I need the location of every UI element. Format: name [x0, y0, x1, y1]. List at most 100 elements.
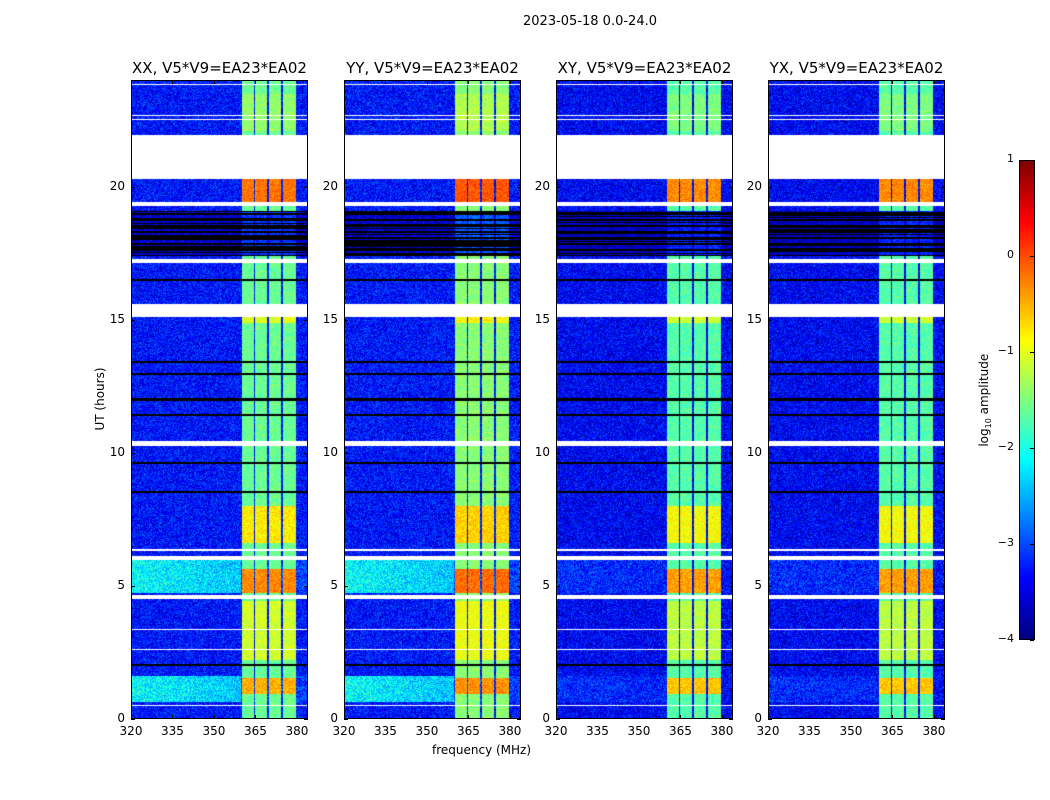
- spectrogram-image: [132, 81, 307, 718]
- y-tick: [344, 319, 348, 321]
- y-tick: [517, 452, 521, 454]
- y-tick: [556, 452, 560, 454]
- y-tick-label: 15: [746, 311, 762, 326]
- colorbar-tick: [1030, 256, 1034, 257]
- y-tick: [131, 319, 135, 321]
- y-tick-label: 5: [754, 577, 762, 592]
- y-tick: [556, 319, 560, 321]
- x-tick: [509, 715, 511, 719]
- x-axis-label: frequency (MHz): [432, 743, 532, 757]
- y-tick-label: 20: [109, 178, 125, 193]
- x-tick-label: 320: [332, 724, 356, 738]
- figure-title: 2023-05-18 0.0-24.0: [523, 14, 657, 29]
- y-tick-label: 10: [534, 444, 550, 459]
- colorbar-tick: [1030, 160, 1034, 161]
- x-tick: [468, 80, 470, 84]
- y-tick: [304, 585, 308, 587]
- x-tick-label: 335: [586, 724, 609, 738]
- x-tick: [850, 715, 852, 719]
- x-tick: [509, 80, 511, 84]
- x-tick: [721, 715, 723, 719]
- x-tick: [131, 80, 132, 84]
- y-tick: [131, 186, 135, 188]
- spectrogram-panel: [344, 80, 521, 719]
- x-tick: [426, 80, 428, 84]
- x-tick: [638, 715, 640, 719]
- y-tick: [556, 719, 560, 720]
- y-tick-label: 5: [330, 577, 338, 592]
- x-tick: [809, 715, 811, 719]
- x-tick: [385, 80, 387, 84]
- y-tick: [131, 585, 135, 587]
- x-tick: [213, 715, 215, 719]
- x-tick-label: 380: [710, 724, 734, 738]
- x-tick: [468, 715, 470, 719]
- colorbar-tick: [1030, 448, 1034, 449]
- x-tick: [597, 715, 599, 719]
- colorbar: [1019, 160, 1035, 640]
- y-tick-label: 0: [542, 711, 550, 725]
- x-tick: [680, 715, 682, 719]
- spectrogram-image: [345, 81, 520, 718]
- x-tick: [296, 715, 298, 719]
- x-tick: [850, 80, 852, 84]
- x-tick: [721, 80, 723, 84]
- y-axis-label: UT (hours): [93, 367, 107, 431]
- x-tick: [344, 715, 345, 719]
- y-tick: [131, 452, 135, 454]
- y-tick: [768, 719, 772, 720]
- y-tick: [517, 719, 521, 720]
- y-tick-label: 15: [109, 311, 125, 326]
- y-tick: [344, 585, 348, 587]
- x-tick: [213, 80, 215, 84]
- y-tick-label: 10: [322, 444, 338, 459]
- y-tick-label: 0: [754, 711, 762, 725]
- x-tick-label: 350: [415, 724, 439, 738]
- y-tick: [729, 319, 733, 321]
- y-tick: [344, 452, 348, 454]
- x-tick: [768, 715, 769, 719]
- spectrogram-panel: [768, 80, 945, 719]
- y-tick-label: 15: [534, 311, 550, 326]
- y-tick: [304, 319, 308, 321]
- x-tick: [892, 80, 894, 84]
- colorbar-tick-label: −4: [997, 632, 1014, 645]
- spectrogram-image: [769, 81, 944, 718]
- colorbar-label-sub: 10: [984, 418, 994, 429]
- spectrogram-image: [557, 81, 732, 718]
- y-tick: [517, 585, 521, 587]
- y-tick-label: 0: [330, 711, 338, 725]
- colorbar-tick-label: −3: [997, 536, 1014, 549]
- colorbar-label-base: log: [976, 428, 991, 447]
- y-tick-label: 20: [322, 178, 338, 193]
- x-tick: [556, 715, 557, 719]
- y-tick: [344, 186, 348, 188]
- x-tick: [680, 80, 682, 84]
- x-tick-label: 365: [244, 724, 267, 738]
- colorbar-tick: [1030, 544, 1034, 545]
- panel-title: XY, V5*V9=EA23*EA02: [557, 59, 732, 77]
- y-tick: [517, 186, 521, 188]
- colorbar-tick-label: −1: [997, 344, 1014, 357]
- x-tick-label: 335: [374, 724, 397, 738]
- spectrogram-panel: [131, 80, 308, 719]
- colorbar-label: log10 amplitude: [977, 345, 993, 455]
- y-tick-label: 5: [542, 577, 550, 592]
- spectrogram-panel: [556, 80, 733, 719]
- x-tick-label: 320: [119, 724, 143, 738]
- colorbar-tick: [1030, 352, 1034, 353]
- x-tick-label: 380: [922, 724, 946, 738]
- x-tick: [131, 715, 132, 719]
- x-tick: [768, 80, 769, 84]
- y-tick: [768, 186, 772, 188]
- y-tick: [729, 452, 733, 454]
- y-tick-label: 0: [117, 711, 125, 725]
- x-tick-label: 350: [202, 724, 226, 738]
- x-tick: [809, 80, 811, 84]
- y-tick: [304, 452, 308, 454]
- x-tick: [597, 80, 599, 84]
- colorbar-label-rest: amplitude: [976, 353, 991, 419]
- x-tick-label: 335: [161, 724, 184, 738]
- x-tick: [172, 715, 174, 719]
